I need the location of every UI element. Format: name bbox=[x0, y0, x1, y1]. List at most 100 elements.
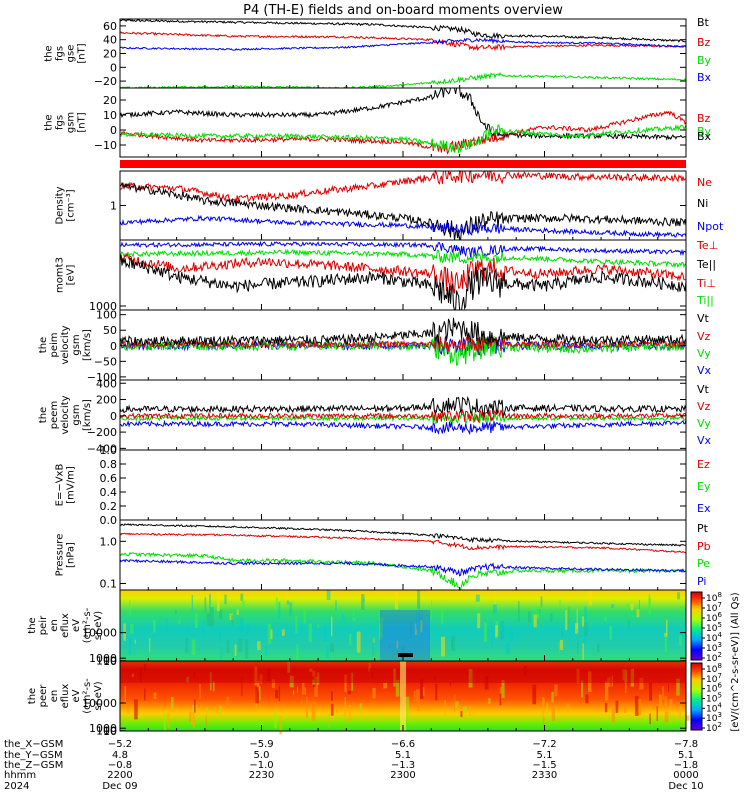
series-line-peim_velocity-2 bbox=[119, 335, 687, 354]
colorbar-tick-label: 106 bbox=[706, 611, 722, 624]
spectrogram-streak bbox=[348, 704, 352, 722]
spectrogram-streak bbox=[499, 693, 502, 706]
x-tick-label: 5.1 bbox=[537, 750, 553, 761]
series-line-fgs_gsm-1 bbox=[119, 110, 687, 155]
spectrogram-streak bbox=[669, 699, 673, 709]
spectrogram-streak bbox=[331, 616, 333, 637]
spectrogram-streak bbox=[576, 608, 578, 629]
spectrogram-streak bbox=[495, 625, 498, 638]
series-line-fgs_gse-2 bbox=[119, 36, 687, 51]
spectrogram-streak bbox=[542, 697, 545, 718]
y-axis-label: Density bbox=[55, 186, 66, 224]
x-tick-label: −1.8 bbox=[674, 760, 698, 771]
spectrogram-streak bbox=[296, 644, 299, 660]
spectrogram-streak bbox=[352, 617, 356, 621]
spectrogram-streak bbox=[255, 687, 259, 704]
spectrogram-streak bbox=[217, 591, 220, 611]
spectrogram-streak bbox=[331, 691, 333, 701]
spectrogram-streak bbox=[566, 597, 570, 601]
y-tick-label: 1.0 bbox=[100, 444, 118, 457]
spectrogram-streak bbox=[189, 712, 192, 722]
y-axis-label: fgs bbox=[55, 46, 66, 61]
legend-entry: Vt bbox=[697, 383, 710, 396]
spectrogram-streak bbox=[330, 643, 334, 653]
y-tick-label: 1000 bbox=[89, 652, 117, 665]
spectrogram-streak bbox=[582, 616, 585, 627]
spectrogram-streak bbox=[682, 716, 685, 729]
spectrogram-streak bbox=[413, 690, 416, 702]
spectrogram-streak bbox=[209, 607, 214, 627]
spectrogram-streak bbox=[220, 646, 223, 662]
spectrogram-streak bbox=[475, 594, 480, 602]
spectrogram-streak bbox=[123, 623, 126, 641]
y-axis-label: (cm²-s- bbox=[82, 678, 93, 714]
spectrogram-streak bbox=[410, 621, 412, 637]
spectrogram-streak bbox=[257, 680, 260, 692]
spectrogram-streak bbox=[130, 624, 134, 635]
spectrogram-streak bbox=[566, 703, 570, 710]
spectrogram-streak bbox=[271, 679, 276, 689]
spectrogram-streak bbox=[163, 711, 166, 731]
x-tick-label: 2230 bbox=[249, 770, 274, 781]
spectrogram-streak bbox=[206, 613, 211, 627]
spectrogram-streak bbox=[588, 590, 592, 606]
spectrogram-streak bbox=[664, 633, 667, 637]
panel-frame bbox=[119, 449, 687, 521]
spectrogram-streak bbox=[488, 698, 491, 704]
x-tick-label: 5.1 bbox=[395, 750, 411, 761]
spectrogram-streak bbox=[648, 598, 651, 615]
spectrogram-streak bbox=[328, 712, 331, 729]
legend-entry: Vy bbox=[697, 417, 711, 430]
spectrogram-streak bbox=[388, 645, 391, 649]
y-axis-label: the bbox=[27, 688, 38, 704]
panel-pressure: 1.0 0.1 Pressure [nPa] Pt Pb Pe Pi bbox=[55, 519, 711, 591]
y-tick-label: 60 bbox=[103, 20, 117, 33]
colorbar-tick-label: 107 bbox=[706, 672, 722, 685]
flag-bar bbox=[120, 160, 686, 168]
spectrogram-streak bbox=[615, 700, 619, 713]
spectrogram-streak bbox=[356, 631, 361, 653]
spectrogram-streak bbox=[584, 622, 588, 637]
x-tick-label: Dec 09 bbox=[102, 781, 137, 792]
x-tick-label: −0.8 bbox=[108, 760, 132, 771]
spectrogram-streak bbox=[664, 696, 667, 706]
y-tick-label: 40 bbox=[103, 34, 117, 47]
legend-entry: Ni bbox=[697, 197, 708, 210]
legend-entry: Vt bbox=[697, 312, 710, 325]
x-tick-label: 0000 bbox=[673, 770, 698, 781]
spectrogram-streak bbox=[165, 618, 168, 632]
y-tick-label: 200 bbox=[96, 394, 117, 407]
spectrogram-streak bbox=[585, 694, 589, 704]
spectrogram-streak bbox=[241, 601, 245, 608]
spectrogram-streak bbox=[510, 631, 514, 642]
spectrogram-streak bbox=[286, 593, 290, 598]
x-tick-label: −5.2 bbox=[108, 739, 132, 750]
y-axis-label: [eV] bbox=[66, 265, 77, 286]
spectrogram-streak bbox=[505, 642, 510, 654]
colorbar-tick-label: 104 bbox=[706, 631, 722, 644]
y-tick-label: 1000 bbox=[89, 300, 117, 313]
y-axis-label: the bbox=[44, 45, 55, 61]
spectrogram-streak bbox=[372, 687, 376, 699]
spectrogram-streak bbox=[219, 631, 221, 641]
spectrogram-streak bbox=[224, 594, 227, 605]
spectrogram-streak bbox=[226, 640, 230, 653]
spectrogram-streak bbox=[455, 701, 459, 708]
y-axis-label: sr-eV) bbox=[93, 611, 104, 640]
y-axis-label: gsm bbox=[71, 334, 82, 355]
spectrogram-streak bbox=[379, 617, 383, 639]
colorbar-tick-label: 108 bbox=[706, 662, 722, 675]
spectrogram-streak bbox=[679, 635, 683, 646]
spectrogram-streak bbox=[636, 609, 640, 618]
series-line-moms_t3-2 bbox=[119, 252, 687, 294]
y-axis-label: sr-eV) bbox=[93, 681, 104, 710]
legend-entry: Pt bbox=[697, 522, 709, 535]
spectrogram-streak bbox=[542, 717, 545, 729]
spectrogram-streak bbox=[297, 686, 299, 693]
y-tick-label: 20 bbox=[103, 94, 117, 107]
spectrogram-streak bbox=[550, 613, 553, 623]
legend-entry: Ex bbox=[697, 502, 711, 515]
